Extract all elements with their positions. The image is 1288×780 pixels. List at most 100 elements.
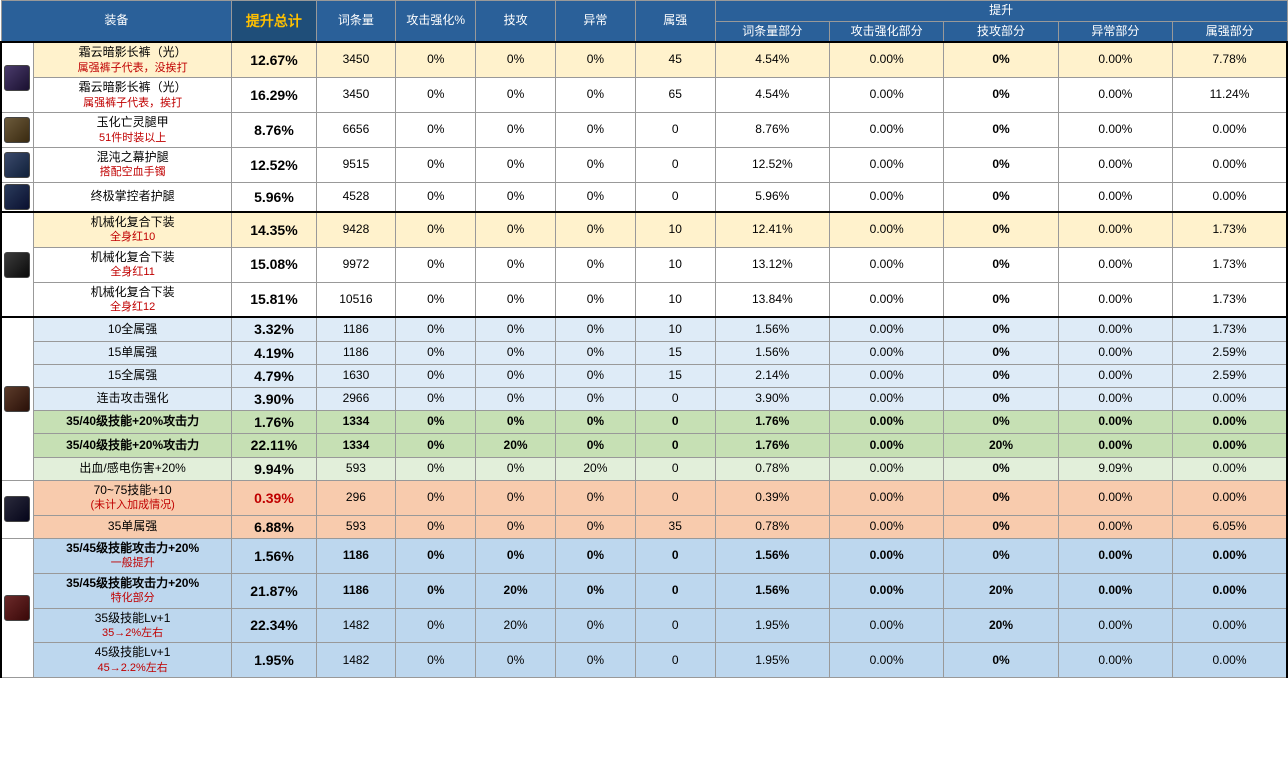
header-stat: 攻击强化% — [396, 1, 476, 43]
stat-value: 0% — [555, 112, 635, 147]
equip-name: 15单属强 — [35, 345, 231, 361]
stat-value: 10 — [635, 212, 715, 247]
header-part: 技攻部分 — [944, 21, 1058, 42]
stat-value: 0% — [555, 364, 635, 387]
part-value: 0% — [944, 538, 1058, 573]
part-value: 9.09% — [1058, 457, 1172, 480]
stat-value: 0 — [635, 387, 715, 410]
part-value: 0.00% — [829, 182, 943, 212]
part-value: 0.00% — [1058, 112, 1172, 147]
part-value: 0.00% — [1173, 573, 1287, 608]
part-value: 2.59% — [1173, 364, 1287, 387]
equip-name-cell: 15全属强 — [33, 364, 232, 387]
total-boost: 0.39% — [232, 480, 316, 515]
part-value: 20% — [944, 573, 1058, 608]
equip-name-cell: 45级技能Lv+145→2.2%左右 — [33, 643, 232, 678]
stat-value: 0% — [396, 387, 476, 410]
part-value: 0.00% — [829, 515, 943, 538]
stat-value: 9515 — [316, 147, 396, 182]
stat-value: 0 — [635, 608, 715, 643]
stat-value: 0% — [555, 147, 635, 182]
equip-name: 终极掌控者护腿 — [35, 189, 231, 205]
table-row: 35级技能Lv+135→2%左右22.34%14820%20%0%01.95%0… — [1, 608, 1287, 643]
part-value: 0.00% — [1173, 643, 1287, 678]
part-value: 8.76% — [715, 112, 829, 147]
stat-value: 593 — [316, 515, 396, 538]
stat-value: 0% — [476, 182, 556, 212]
equip-name-cell: 35/40级技能+20%攻击力 — [33, 411, 232, 434]
part-value: 13.84% — [715, 282, 829, 317]
part-value: 20% — [944, 608, 1058, 643]
part-value: 7.78% — [1173, 42, 1287, 77]
stat-value: 0 — [635, 182, 715, 212]
stat-value: 6656 — [316, 112, 396, 147]
stat-value: 10516 — [316, 282, 396, 317]
part-value: 0.00% — [1173, 434, 1287, 457]
total-boost: 12.67% — [232, 42, 316, 77]
stat-value: 0% — [396, 212, 476, 247]
stat-value: 0 — [635, 457, 715, 480]
stat-value: 0% — [396, 411, 476, 434]
stat-value: 0 — [635, 147, 715, 182]
equip-name: 玉化亡灵腿甲 — [35, 115, 231, 131]
part-value: 0.00% — [1058, 387, 1172, 410]
part-value: 3.90% — [715, 387, 829, 410]
part-value: 0% — [944, 182, 1058, 212]
part-value: 0.00% — [829, 341, 943, 364]
stat-value: 0% — [555, 573, 635, 608]
part-value: 0.00% — [1058, 182, 1172, 212]
stat-value: 0% — [476, 387, 556, 410]
part-value: 13.12% — [715, 247, 829, 282]
part-value: 0% — [944, 341, 1058, 364]
equip-sub: 35→2%左右 — [35, 626, 231, 640]
equip-icon — [4, 117, 30, 143]
equip-name: 35级技能Lv+1 — [35, 611, 231, 627]
total-boost: 6.88% — [232, 515, 316, 538]
part-value: 0% — [944, 515, 1058, 538]
part-value: 0% — [944, 643, 1058, 678]
stat-value: 0% — [396, 247, 476, 282]
part-value: 4.54% — [715, 42, 829, 77]
equip-name-cell: 70~75技能+10(未计入加成情况) — [33, 480, 232, 515]
table-row: 终极掌控者护腿5.96%45280%0%0%05.96%0.00%0%0.00%… — [1, 182, 1287, 212]
total-boost: 4.79% — [232, 364, 316, 387]
equip-name: 35/45级技能攻击力+20% — [35, 576, 231, 592]
stat-value: 0% — [555, 78, 635, 113]
part-value: 12.52% — [715, 147, 829, 182]
part-value: 0% — [944, 212, 1058, 247]
equip-name: 70~75技能+10 — [35, 483, 231, 499]
part-value: 0.00% — [829, 247, 943, 282]
equip-name-cell: 混沌之幕护腿搭配空血手镯 — [33, 147, 232, 182]
equip-name: 机械化复合下装 — [35, 285, 231, 301]
part-value: 1.76% — [715, 411, 829, 434]
equip-name: 出血/感电伤害+20% — [35, 461, 231, 477]
header-part: 属强部分 — [1173, 21, 1287, 42]
stat-value: 3450 — [316, 42, 396, 77]
part-value: 0% — [944, 282, 1058, 317]
stat-value: 0 — [635, 573, 715, 608]
part-value: 0.78% — [715, 515, 829, 538]
part-value: 1.73% — [1173, 282, 1287, 317]
part-value: 0.00% — [1058, 147, 1172, 182]
part-value: 0.00% — [1058, 643, 1172, 678]
stat-value: 0% — [555, 480, 635, 515]
part-value: 0.00% — [829, 112, 943, 147]
table-row: 15全属强4.79%16300%0%0%152.14%0.00%0%0.00%2… — [1, 364, 1287, 387]
table-row: 玉化亡灵腿甲51件时装以上8.76%66560%0%0%08.76%0.00%0… — [1, 112, 1287, 147]
part-value: 1.56% — [715, 317, 829, 341]
table-row: 45级技能Lv+145→2.2%左右1.95%14820%0%0%01.95%0… — [1, 643, 1287, 678]
part-value: 0.00% — [1058, 212, 1172, 247]
table-row: 35/40级技能+20%攻击力1.76%13340%0%0%01.76%0.00… — [1, 411, 1287, 434]
stat-value: 0% — [555, 317, 635, 341]
part-value: 0.78% — [715, 457, 829, 480]
part-value: 1.95% — [715, 608, 829, 643]
part-value: 1.56% — [715, 341, 829, 364]
header-stat: 技攻 — [476, 1, 556, 43]
stat-value: 0% — [476, 282, 556, 317]
total-boost: 15.08% — [232, 247, 316, 282]
stat-value: 0% — [555, 643, 635, 678]
stat-value: 296 — [316, 480, 396, 515]
equip-name: 机械化复合下装 — [35, 215, 231, 231]
stat-value: 1186 — [316, 317, 396, 341]
stat-value: 0% — [476, 480, 556, 515]
